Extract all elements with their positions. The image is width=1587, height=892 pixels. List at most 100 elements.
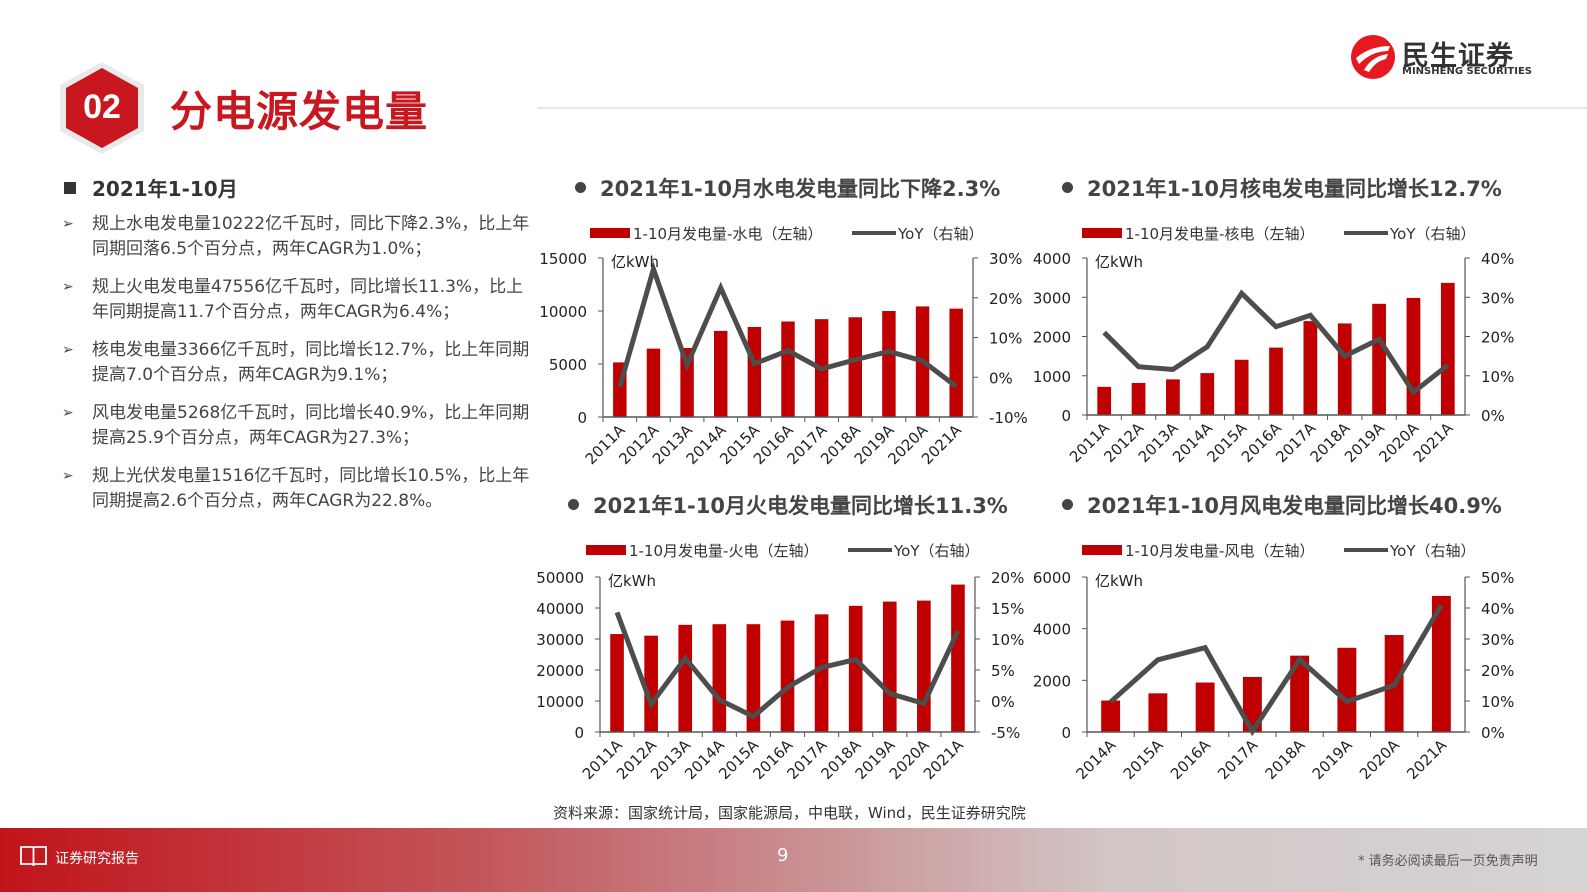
arrow-bullet-icon: ➢ [62, 279, 74, 295]
bar [712, 624, 727, 732]
left-tick-label: 0 [574, 724, 584, 742]
list-item: ➢ 规上火电发电量47556亿千瓦时，同比增长11.3%，比上年同期提高11.7个… [62, 275, 532, 325]
bar [1131, 382, 1146, 415]
left-tick-label: 2000 [1033, 329, 1071, 347]
bar [848, 317, 862, 417]
chart-title-nuclear: 2021年1-10月核电发电量同比增长12.7% [1062, 173, 1502, 203]
x-tick-label: 2019A [1309, 736, 1356, 783]
right-tick-label: 0% [991, 693, 1015, 711]
left-tick-label: 15000 [539, 250, 587, 268]
chart-title-thermal: 2021年1-10月火电发电量同比增长11.3% [568, 490, 1008, 520]
bar [848, 605, 863, 732]
bar [714, 330, 728, 417]
arrow-bullet-icon: ➢ [62, 405, 74, 421]
left-tick-label: 20000 [536, 662, 584, 680]
right-tick-label: 15% [991, 600, 1024, 618]
chart-title-text: 2021年1-10月水电发电量同比下降2.3% [600, 177, 1001, 201]
right-tick-label: 30% [1481, 631, 1514, 649]
bar [1290, 655, 1310, 732]
bar [1372, 303, 1386, 415]
bar [780, 620, 795, 732]
right-tick-label: 10% [1481, 693, 1514, 711]
left-tick-label: 4000 [1033, 250, 1071, 268]
disclaimer-note: * 请务必阅读最后一页免责声明 [1358, 854, 1538, 869]
unit-label: 亿kWh [1095, 572, 1143, 590]
bar [610, 634, 624, 732]
left-tick-label: 0 [577, 409, 587, 427]
header-divider [537, 107, 1587, 109]
list-item: ➢ 核电发电量3366亿千瓦时，同比增长12.7%，比上年同期提高7.0个百分点，… [62, 338, 532, 388]
right-tick-label: 50% [1481, 569, 1514, 587]
yoy-line [1108, 603, 1444, 737]
right-tick-label: 30% [989, 250, 1022, 268]
bar [1303, 321, 1318, 415]
unit-label: 亿kWh [611, 253, 659, 271]
logo-text-cn: 民生证券 [1402, 41, 1514, 72]
bar [1440, 282, 1455, 415]
bar [1101, 700, 1121, 732]
left-tick-label: 30000 [536, 631, 584, 649]
arrow-bullet-icon: ➢ [62, 468, 74, 484]
bar [1337, 323, 1352, 415]
bar [781, 321, 795, 417]
bar [1097, 386, 1112, 415]
right-tick-label: 0% [989, 369, 1013, 387]
right-tick-label: 30% [1481, 289, 1514, 307]
bar [680, 347, 694, 417]
left-tick-label: 5000 [549, 356, 587, 374]
legend-label-bar: 1-10月发电量-核电（左轴） [1125, 225, 1314, 243]
x-tick-label: 2014A [1072, 736, 1119, 783]
x-tick-label: 2015A [1120, 736, 1167, 783]
bar [746, 624, 761, 732]
x-tick-label: 2018A [1261, 736, 1308, 783]
dot-bullet-icon [575, 182, 586, 193]
bar [951, 584, 965, 732]
right-tick-label: 0% [1481, 407, 1505, 425]
square-bullet-icon [64, 182, 76, 194]
legend-swatch-bar [1082, 228, 1122, 238]
bar [747, 327, 762, 417]
list-item: ➢ 规上水电发电量10222亿千瓦时，同比下降2.3%，比上年同期回落6.5个百分… [62, 212, 532, 262]
source-note: 资料来源：国家统计局，国家能源局，中电联，Wind，民生证券研究院 [553, 804, 1026, 822]
right-tick-label: 20% [989, 290, 1022, 308]
legend-swatch-bar [590, 228, 630, 238]
left-tick-label: 4000 [1033, 621, 1071, 639]
bar [1148, 693, 1168, 732]
right-tick-label: 10% [991, 631, 1024, 649]
bar [1200, 373, 1215, 415]
chart-title-text: 2021年1-10月火电发电量同比增长11.3% [593, 494, 1008, 518]
logo-text-en: MINSHENG SECURITIES [1402, 66, 1532, 77]
right-tick-label: 10% [989, 330, 1022, 348]
right-tick-label: 40% [1481, 250, 1514, 268]
left-tick-label: 50000 [536, 569, 584, 587]
unit-label: 亿kWh [1095, 253, 1143, 271]
list-item-text: 风电发电量5268亿千瓦时，同比增长40.9%，比上年同期提高25.9个百分点，… [92, 403, 530, 448]
right-tick-label: 20% [991, 569, 1024, 587]
legend-label-bar: 1-10月发电量-风电（左轴） [1125, 542, 1314, 560]
bar [1195, 682, 1215, 732]
bar [1406, 297, 1421, 415]
right-tick-label: -10% [989, 409, 1028, 427]
left-tick-label: 10000 [539, 303, 587, 321]
legend-swatch-bar [586, 545, 626, 555]
list-item-text: 核电发电量3366亿千瓦时，同比增长12.7%，比上年同期提高7.0个百分点，两… [92, 340, 530, 385]
list-item: ➢ 规上光伏发电量1516亿千瓦时，同比增长10.5%，比上年同期提高2.6个百分… [62, 464, 532, 514]
legend-label-bar: 1-10月发电量-水电（左轴） [633, 225, 822, 243]
book-icon [20, 846, 47, 867]
minsheng-logo-icon [1351, 35, 1395, 79]
left-tick-label: 10000 [536, 693, 584, 711]
left-tick-label: 2000 [1033, 672, 1071, 690]
summary-heading: 2021年1-10月 [64, 173, 238, 202]
right-tick-label: 20% [1481, 329, 1514, 347]
x-tick-label: 2017A [1214, 736, 1261, 783]
bar [644, 635, 658, 732]
left-tick-label: 0 [1061, 407, 1071, 425]
bar [814, 614, 829, 732]
chart-title-text: 2021年1-10月风电发电量同比增长40.9% [1087, 494, 1502, 518]
bar [1337, 647, 1357, 732]
bar [917, 600, 931, 732]
bar [678, 624, 693, 732]
left-tick-label: 6000 [1033, 569, 1071, 587]
arrow-bullet-icon: ➢ [62, 342, 74, 358]
